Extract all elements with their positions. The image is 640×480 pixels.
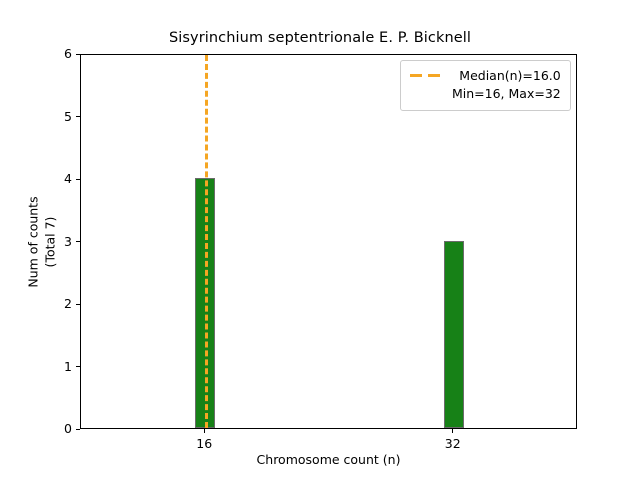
legend-entry-minmax: Min=16, Max=32 <box>452 86 561 101</box>
median-line <box>205 55 209 428</box>
plot-area <box>80 54 577 429</box>
y-axis-label-line1: Num of counts <box>25 196 41 288</box>
y-tick: 0 <box>0 421 80 436</box>
legend-dashed-line-icon <box>410 67 443 83</box>
y-tick-label: 5 <box>64 108 72 124</box>
plot-clip <box>81 55 576 428</box>
y-tick: 2 <box>0 296 80 311</box>
y-tick-label: 1 <box>64 358 72 374</box>
x-tick-label: 16 <box>196 436 213 451</box>
legend-entry-median: Median(n)=16.0 <box>459 68 561 83</box>
y-tick-label: 4 <box>64 171 72 186</box>
legend: Median(n)=16.0 Min=16, Max=32 <box>400 60 571 111</box>
y-tick: 4 <box>0 171 80 186</box>
y-tick: 1 <box>0 359 80 374</box>
x-tick-label: 32 <box>444 436 461 451</box>
legend-labels: Median(n)=16.0 Min=16, Max=32 <box>452 67 561 103</box>
x-axis-label: Chromosome count (n) <box>256 452 401 467</box>
y-tick-label: 2 <box>64 296 72 311</box>
y-tick-label: 3 <box>64 233 72 249</box>
x-tick: 16 <box>196 429 212 451</box>
y-tick: 3 <box>0 234 80 249</box>
y-axis-label: Num of counts (Total 7) <box>25 55 59 430</box>
y-tick-label: 0 <box>64 421 72 436</box>
y-tick: 5 <box>0 109 80 124</box>
y-axis-label-line2: (Total 7) <box>42 216 58 268</box>
x-tick: 32 <box>445 429 461 451</box>
y-tick-label: 6 <box>64 46 72 61</box>
chart-title: Sisyrinchium septentrionale E. P. Bickne… <box>168 30 472 46</box>
y-tick: 6 <box>0 46 80 61</box>
bar <box>443 240 464 428</box>
